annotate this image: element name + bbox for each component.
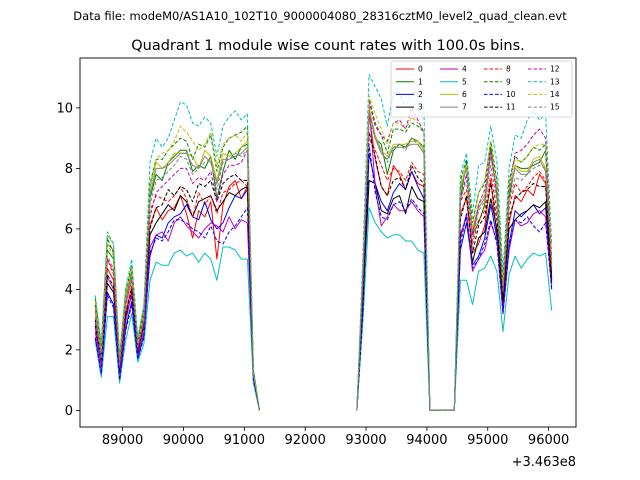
y-axis: 0 2 4 6 8 10 — [56, 101, 80, 419]
legend-label-0: 0 — [418, 65, 423, 74]
series-line-15 — [94, 119, 553, 411]
y-tick-label: 0 — [65, 404, 73, 419]
legend-label-14: 14 — [550, 90, 560, 99]
x-tick-label: 95000 — [467, 433, 508, 448]
y-tick-label: 4 — [65, 283, 73, 298]
legend-label-3: 3 — [418, 103, 423, 112]
series-line-10 — [94, 143, 553, 411]
x-tick-label: 89000 — [102, 433, 143, 448]
plot-frame — [79, 57, 577, 428]
legend-label-8: 8 — [506, 65, 511, 74]
plot-area: 89000 90000 91000 92000 93000 94000 95000 96000… — [56, 57, 577, 470]
series-line-5 — [94, 207, 553, 411]
y-tick-label: 2 — [65, 343, 73, 358]
legend-box — [390, 60, 573, 118]
series-layer — [94, 74, 553, 411]
x-tick-label: 90000 — [163, 433, 204, 448]
x-offset-label: +3.463e8 — [512, 455, 576, 470]
legend-label-6: 6 — [462, 90, 467, 99]
y-tick-label: 6 — [65, 222, 73, 237]
legend-label-7: 7 — [462, 103, 467, 112]
x-tick-label: 96000 — [528, 433, 569, 448]
chart-title: Quadrant 1 module wise count rates with … — [131, 38, 525, 54]
legend-label-13: 13 — [550, 77, 560, 86]
x-tick-label: 91000 — [224, 433, 265, 448]
x-tick-label: 93000 — [345, 433, 386, 448]
y-tick-label: 8 — [65, 162, 73, 177]
series-line-14 — [94, 95, 553, 411]
series-line-11 — [94, 131, 553, 411]
plot-background — [80, 58, 576, 427]
legend-label-10: 10 — [506, 90, 516, 99]
data-file-subtitle: Data file: modeM0/AS1A10_102T10_90000040… — [73, 9, 567, 23]
legend-label-11: 11 — [506, 103, 516, 112]
legend-label-9: 9 — [506, 77, 511, 86]
legend-label-12: 12 — [550, 65, 560, 74]
y-tick-label: 10 — [56, 101, 73, 116]
legend-label-1: 1 — [418, 77, 423, 86]
series-line-13 — [94, 74, 553, 411]
x-tick-label: 92000 — [284, 433, 325, 448]
legend-label-4: 4 — [462, 65, 467, 74]
legend-label-2: 2 — [418, 90, 423, 99]
x-axis: 89000 90000 91000 92000 93000 94000 95000 96000 — [102, 427, 569, 448]
legend-label-5: 5 — [462, 77, 467, 86]
legend-label-15: 15 — [550, 103, 560, 112]
x-tick-label: 94000 — [406, 433, 447, 448]
